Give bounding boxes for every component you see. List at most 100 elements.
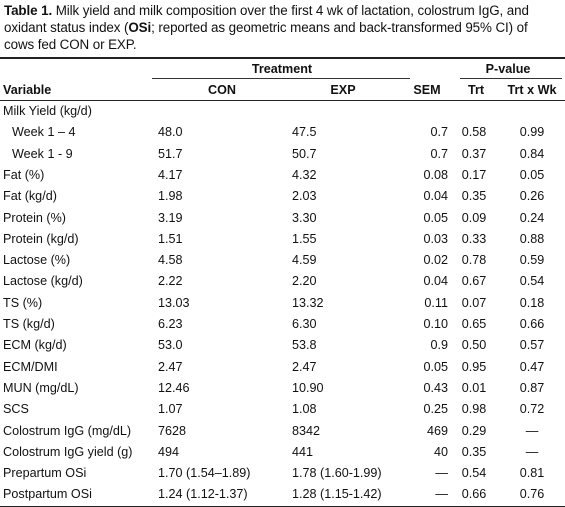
cell-variable: Lactose (kg/d) <box>3 274 83 289</box>
table-row: Colostrum IgG yield (g) 494 441 40 0.35 — <box>0 442 565 463</box>
table-row: TS (kg/d) 6.23 6.30 0.10 0.65 0.66 <box>0 314 565 335</box>
cell-exp: 47.5 <box>292 125 317 140</box>
table-row: SCS 1.07 1.08 0.25 0.98 0.72 <box>0 399 565 420</box>
cell-trt-x-wk: 0.05 <box>519 167 545 182</box>
header-exp: EXP <box>330 83 356 97</box>
cell-variable: Milk Yield (kg/d) <box>3 104 92 118</box>
cell-trt-x-wk: 0.81 <box>519 466 545 481</box>
header-pvalue: P-value <box>485 62 531 76</box>
cell-trt-x-wk: 0.18 <box>519 295 545 310</box>
cell-sem: 0.43 <box>423 380 448 395</box>
table-row: Protein (%) 3.19 3.30 0.05 0.09 0.24 <box>0 208 565 229</box>
cell-exp: 2.47 <box>292 359 317 374</box>
cell-trt-x-wk: — <box>525 444 539 459</box>
cell-trt-x-wk: 0.57 <box>519 338 545 353</box>
cell-exp: 4.59 <box>292 253 317 268</box>
cell-trt-x-wk: 0.47 <box>519 359 545 374</box>
cell-trt: 0.01 <box>461 380 487 395</box>
cell-con: 13.03 <box>158 295 190 310</box>
cell-sem: 40 <box>433 444 448 459</box>
table-row: Fat (%) 4.17 4.32 0.08 0.17 0.05 <box>0 165 565 186</box>
cell-sem: 0.05 <box>423 210 448 225</box>
cell-con: 1.24 (1.12-1.37) <box>158 487 248 502</box>
cell-variable: Week 1 – 4 <box>12 125 76 140</box>
cell-con: 494 <box>158 444 180 459</box>
cell-exp: 1.28 (1.15-1.42) <box>292 487 382 502</box>
cell-exp: 1.08 <box>292 402 317 417</box>
cell-exp: 1.55 <box>292 231 317 246</box>
header-con: CON <box>208 83 236 97</box>
table-row: Prepartum OSi 1.70 (1.54–1.89) 1.78 (1.60-… <box>0 463 565 484</box>
cell-trt-x-wk: — <box>525 423 539 438</box>
cell-sem: 0.11 <box>424 295 448 310</box>
table-row: TS (%) 13.03 13.32 0.11 0.07 0.18 <box>0 293 565 314</box>
cell-variable: Prepartum OSi <box>3 466 87 481</box>
cell-con: 6.23 <box>158 317 183 331</box>
cell-trt: 0.35 <box>461 444 487 459</box>
cell-con: 7628 <box>158 423 187 438</box>
cell-exp: 13.32 <box>292 295 324 310</box>
cell-variable: Colostrum IgG (mg/dL) <box>3 423 132 438</box>
cell-variable: TS (kg/d) <box>3 317 55 331</box>
cell-variable: SCS <box>3 402 29 417</box>
header-treatment: Treatment <box>251 62 313 76</box>
cell-exp: 441 <box>292 444 314 459</box>
table-row: Lactose (%) 4.58 4.59 0.02 0.78 0.59 <box>0 250 565 271</box>
header-sem: SEM <box>413 83 441 97</box>
cell-sem: 0.7 <box>430 146 448 161</box>
cell-sem: 0.05 <box>423 359 448 374</box>
cell-trt: 0.95 <box>461 359 487 374</box>
cell-con: 4.58 <box>158 253 183 268</box>
table-caption: Table 1. Milk yield and milk composition… <box>4 2 559 53</box>
cell-variable: Lactose (%) <box>3 253 71 268</box>
cell-sem: — <box>435 487 448 502</box>
cell-sem: 0.02 <box>423 253 448 268</box>
cell-trt: 0.35 <box>461 189 487 204</box>
cell-con: 1.51 <box>158 231 183 246</box>
table-row: Week 1 – 4 48.0 47.5 0.7 0.58 0.99 <box>0 122 565 143</box>
cell-sem: 0.04 <box>423 274 448 289</box>
table-row: ECM/DMI 2.47 2.47 0.05 0.95 0.47 <box>0 357 565 378</box>
cell-variable: Protein (%) <box>3 210 66 225</box>
cell-trt: 0.33 <box>461 231 487 246</box>
cell-con: 1.70 (1.54–1.89) <box>158 466 251 481</box>
cell-variable: TS (%) <box>3 295 43 310</box>
cell-sem: 0.7 <box>430 125 448 140</box>
cell-trt: 0.29 <box>461 423 487 438</box>
cell-con: 1.07 <box>158 402 183 417</box>
cell-con: 1.98 <box>158 189 183 204</box>
table-row: Fat (kg/d) 1.98 2.03 0.04 0.35 0.26 <box>0 186 565 207</box>
cell-variable: Fat (kg/d) <box>3 189 57 204</box>
cell-exp: 2.03 <box>292 189 317 204</box>
table-row: Postpartum OSi 1.24 (1.12-1.37) 1.28 (1.15… <box>0 484 565 505</box>
table-row: MUN (mg/dL) 12.46 10.90 0.43 0.01 0.87 <box>0 378 565 399</box>
cell-exp: 10.90 <box>292 380 324 395</box>
cell-exp: 6.30 <box>292 317 317 331</box>
cell-trt: 0.78 <box>461 253 487 268</box>
cell-sem: 0.10 <box>423 317 448 331</box>
cell-trt: 0.58 <box>461 125 487 140</box>
header-trt: Trt <box>467 83 485 97</box>
caption-label: Table 1. <box>4 3 53 18</box>
table-row: Week 1 - 9 51.7 50.7 0.7 0.37 0.84 <box>0 144 565 165</box>
cell-trt: 0.17 <box>461 167 487 182</box>
header-variable: Variable <box>3 83 52 97</box>
cell-trt-x-wk: 0.72 <box>519 402 545 417</box>
cell-exp: 4.32 <box>292 167 317 182</box>
cell-exp: 1.78 (1.60-1.99) <box>292 466 382 481</box>
cell-trt: 0.98 <box>461 402 487 417</box>
cell-sem: 0.03 <box>423 231 448 246</box>
caption-text-1: Milk yield and milk composition over the… <box>4 3 529 35</box>
cell-trt: 0.37 <box>461 146 487 161</box>
cell-exp: 50.7 <box>292 146 317 161</box>
cell-trt-x-wk: 0.87 <box>519 380 545 395</box>
top-rule <box>0 57 565 59</box>
cell-trt-x-wk: 0.54 <box>519 274 545 289</box>
cell-trt-x-wk: 0.76 <box>519 487 545 502</box>
cell-con: 51.7 <box>158 146 183 161</box>
cell-trt-x-wk: 0.88 <box>519 231 545 246</box>
caption-text-2: ; reported as geometric means and back-t… <box>4 20 528 52</box>
cell-sem: 0.9 <box>430 338 448 353</box>
cell-sem: 469 <box>426 423 448 438</box>
